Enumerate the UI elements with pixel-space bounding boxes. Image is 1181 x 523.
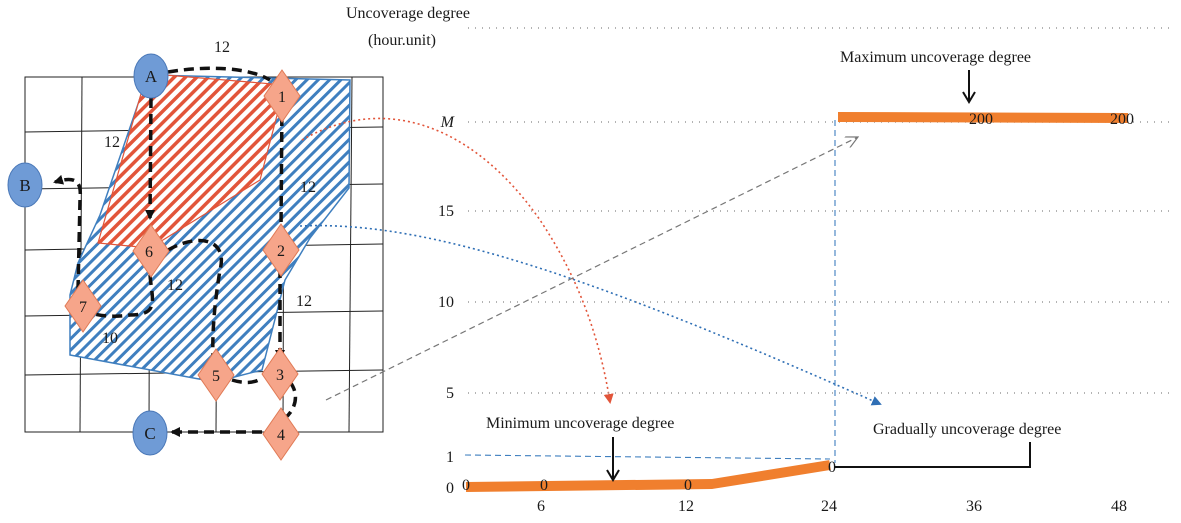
chart-title: Uncoverage degree [346, 5, 470, 22]
y-tick-label: 0 [446, 480, 454, 497]
data-label: 0 [828, 459, 836, 476]
data-label: 0 [462, 477, 470, 494]
x-tick-label: 6 [537, 498, 545, 515]
svg-text:5: 5 [212, 368, 220, 385]
gray-connector-arrow [325, 137, 858, 401]
edge-label: 12 [104, 134, 120, 151]
maximum-series-line [837, 112, 1129, 123]
chart-gridlines [468, 27, 1170, 394]
gradual-annotation-bracket [834, 442, 1031, 468]
y-tick-label: 10 [438, 294, 454, 311]
max-annotation-arrow [962, 70, 976, 104]
min-annotation-arrow [606, 437, 620, 482]
svg-text:C: C [144, 424, 155, 443]
guide-lines [464, 120, 836, 463]
edge-label: 10 [102, 330, 118, 347]
coverage-map: 12 12 12 12 12 10 A B C 1 2 [7, 39, 384, 461]
data-label: 0 [684, 477, 692, 494]
svg-text:4: 4 [277, 427, 285, 444]
svg-text:A: A [145, 67, 158, 86]
blue-connector-arrow [299, 224, 882, 406]
svg-text:1: 1 [278, 89, 286, 106]
node-b: B [7, 162, 43, 208]
svg-text:B: B [19, 176, 30, 195]
y-tick-label: 5 [446, 385, 454, 402]
route-a-to-1 [167, 66, 271, 82]
gradual-series-line [465, 460, 831, 492]
node-3: 3 [261, 347, 299, 401]
gradual-annotation: Gradually uncoverage degree [873, 421, 1061, 438]
route-a-to-6 [145, 97, 156, 220]
data-label: 200 [969, 111, 993, 128]
route-6-to-7 [86, 274, 155, 318]
data-label: 200 [1110, 111, 1134, 128]
chart-title-unit: (hour.unit) [368, 32, 436, 49]
svg-text:2: 2 [277, 243, 285, 260]
connector-arrows [299, 117, 882, 406]
node-6: 6 [132, 224, 170, 278]
node-c: C [132, 410, 168, 456]
red-connector-arrow [301, 117, 614, 404]
y-tick-label: M [440, 114, 456, 131]
edge-label: 12 [296, 293, 312, 310]
node-7: 7 [64, 279, 102, 333]
edge-label: 12 [300, 179, 316, 196]
svg-text:7: 7 [79, 299, 87, 316]
svg-text:6: 6 [145, 244, 153, 261]
min-annotation: Minimum uncoverage degree [486, 415, 674, 432]
uncoverage-chart: Uncoverage degree (hour.unit) M 15 10 5 … [346, 5, 1170, 515]
route-5-to-3 [231, 376, 264, 385]
edge-label: 12 [214, 39, 230, 56]
y-tick-label: 15 [438, 203, 454, 220]
data-label: 0 [540, 477, 548, 494]
x-tick-label: 24 [821, 498, 837, 515]
edge-label: 12 [167, 277, 183, 294]
route-3-to-4 [283, 380, 298, 420]
node-4: 4 [262, 407, 300, 461]
node-1: 1 [263, 69, 301, 123]
node-5: 5 [197, 348, 235, 402]
max-annotation: Maximum uncoverage degree [840, 49, 1031, 66]
node-2: 2 [262, 223, 300, 277]
y-tick-label: 1 [446, 449, 454, 466]
x-tick-label: 36 [966, 498, 982, 515]
x-tick-label: 12 [678, 498, 694, 515]
x-tick-label: 48 [1111, 498, 1127, 515]
node-a: A [133, 53, 169, 99]
svg-text:3: 3 [276, 367, 284, 384]
